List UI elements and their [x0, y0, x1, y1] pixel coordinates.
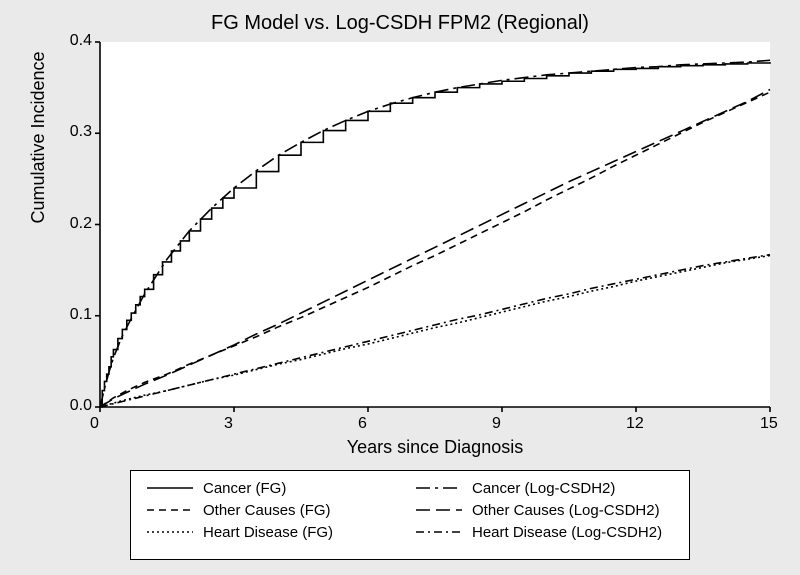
- legend-swatch-heart_fg: [145, 523, 195, 541]
- legend-label-other_log: Other Causes (Log-CSDH2): [472, 502, 675, 519]
- x-tick-label: 9: [492, 415, 501, 433]
- legend-swatch-cancer_fg: [145, 479, 195, 497]
- series-cancer_log: [100, 60, 770, 407]
- legend-label-heart_log: Heart Disease (Log-CSDH2): [472, 524, 675, 541]
- chart-title: FG Model vs. Log-CSDH FPM2 (Regional): [0, 12, 800, 35]
- plot-svg: [100, 42, 770, 407]
- y-tick-label: 0.1: [70, 306, 92, 324]
- legend-label-other_fg: Other Causes (FG): [203, 502, 406, 519]
- legend-swatch-other_log: [414, 501, 464, 519]
- x-tick-label: 15: [760, 415, 778, 433]
- legend-label-cancer_fg: Cancer (FG): [203, 480, 406, 497]
- legend-swatch-other_fg: [145, 501, 195, 519]
- legend-label-cancer_log: Cancer (Log-CSDH2): [472, 480, 675, 497]
- x-axis-label: Years since Diagnosis: [100, 437, 770, 458]
- series-heart_log: [100, 255, 770, 407]
- legend-grid: Cancer (FG) Cancer (Log-CSDH2) Other Cause…: [131, 471, 689, 549]
- y-tick-label: 0.3: [70, 123, 92, 141]
- x-tick-label: 0: [90, 415, 99, 433]
- series-heart_fg: [100, 256, 770, 407]
- legend-swatch-cancer_log: [414, 479, 464, 497]
- x-tick-label: 12: [626, 415, 644, 433]
- figure: FG Model vs. Log-CSDH FPM2 (Regional) Cu…: [0, 0, 800, 575]
- legend-swatch-heart_log: [414, 523, 464, 541]
- series-other_log: [100, 89, 770, 407]
- y-tick-label: 0.0: [70, 397, 92, 415]
- y-tick-label: 0.2: [70, 215, 92, 233]
- legend-label-heart_fg: Heart Disease (FG): [203, 524, 406, 541]
- legend: Cancer (FG) Cancer (Log-CSDH2) Other Cause…: [130, 470, 690, 560]
- y-axis-label: Cumulative Incidence: [28, 0, 49, 320]
- x-tick-label: 6: [358, 415, 367, 433]
- series-cancer_fg: [100, 62, 770, 407]
- plot-area: [100, 42, 770, 407]
- y-tick-label: 0.4: [70, 32, 92, 50]
- x-tick-label: 3: [224, 415, 233, 433]
